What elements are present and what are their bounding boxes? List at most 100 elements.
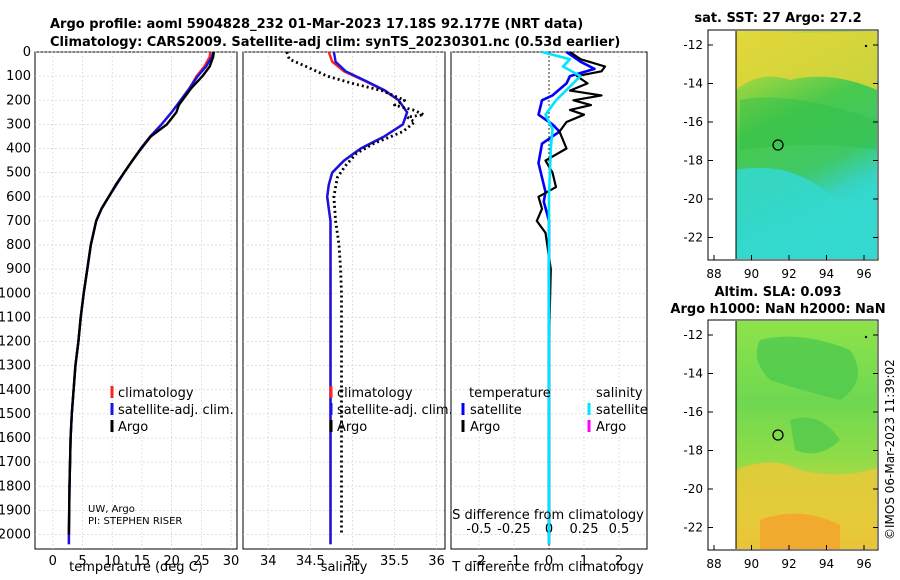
depth-tick-label: 200	[6, 93, 31, 108]
sst-map-title: sat. SST: 27 Argo: 27.2	[694, 11, 861, 26]
salinity-xlabel: salinity	[321, 560, 368, 575]
series-temperature-argo	[535, 51, 607, 535]
series-argo	[285, 51, 426, 535]
map-y-label: -14	[683, 77, 703, 91]
salinity-lines	[285, 51, 426, 545]
s-tick-label: 0.5	[609, 522, 630, 537]
difference-legend: temperature salinity satellite Argo sate…	[461, 386, 648, 435]
temperature-axes-frame	[34, 51, 238, 550]
x-tick-label: 20	[163, 554, 180, 569]
credit-line-2: PI: STEPHEN RISER	[88, 516, 182, 527]
map-y-label: -12	[683, 328, 703, 342]
float-location-marker	[772, 139, 784, 151]
x-tick-label: 0	[49, 554, 57, 569]
sst-map: sat. SST: 27 Argo: 27.2 -12-14-16-18-20-…	[683, 11, 879, 281]
salinity-grid	[243, 51, 445, 549]
depth-tick-label: 1700	[0, 455, 31, 470]
imos-watermark: ©IMOS 06-Mar-2023 11:39:02	[883, 359, 897, 540]
x-tick-label: 25	[193, 554, 210, 569]
depth-tick-label: 1400	[0, 383, 31, 398]
map-x-label: 88	[706, 267, 721, 281]
float-location-marker-sla	[772, 429, 784, 441]
x-tick-label: 1	[580, 554, 588, 569]
depth-tick-label: 1500	[0, 407, 31, 422]
depth-tick-label: 500	[6, 166, 31, 181]
title-line-1: Argo profile: aoml 5904828_232 01-Mar-20…	[50, 17, 583, 32]
x-tick-label: 34.5	[296, 554, 325, 569]
depth-tick-label: 900	[6, 262, 31, 277]
depth-tick-label: 800	[6, 238, 31, 253]
depth-tick-label: 100	[6, 69, 31, 84]
legend-label-argo: Argo	[118, 420, 148, 435]
legend-label-temperature-argo: Argo	[470, 420, 500, 435]
legend-label-climatology: climatology	[337, 386, 413, 401]
x-tick-label: 30	[223, 554, 240, 569]
depth-tick-label: 300	[6, 117, 31, 132]
x-tick-label: 36	[428, 554, 445, 569]
depth-tick-label: 2000	[0, 528, 31, 543]
x-tick-label: 35	[344, 554, 361, 569]
depth-tick-label: 1600	[0, 431, 31, 446]
sst-warm-patch	[736, 31, 877, 90]
map-x-label: 88	[706, 557, 721, 571]
map-x-label: 94	[819, 557, 834, 571]
map-x-label: 96	[856, 557, 871, 571]
x-tick-label: 5	[78, 554, 86, 569]
temperature-lines	[67, 51, 215, 545]
depth-tick-label: 400	[6, 142, 31, 157]
sst-cool-patch	[736, 167, 877, 259]
map-x-label: 90	[744, 557, 759, 571]
salinity-tick-labels: 34 34.5 35 35.5 36	[260, 554, 445, 569]
salinity-axes-frame	[242, 51, 446, 550]
x-tick-label: 15	[134, 554, 151, 569]
series-satellite-adj-clim-	[326, 51, 409, 545]
map-y-label: -22	[683, 231, 703, 245]
x-tick-label: -1	[508, 554, 521, 569]
difference-panel: -2 -1 0 1 2 -0.5 -0.25 0 0.25 0.5 S difference f…	[450, 50, 648, 575]
map-x-label: 94	[819, 267, 834, 281]
sst-mid-patch	[740, 97, 877, 150]
depth-tick-label: 1000	[0, 286, 31, 301]
map-y-label: -20	[683, 192, 703, 206]
sla-low-patch-2	[790, 417, 840, 454]
map-y-label: -14	[683, 367, 703, 381]
t-difference-tick-labels: -2 -1 0 1 2	[473, 554, 624, 569]
depth-tick-label: 0	[23, 45, 31, 60]
temperature-panel: 0100200300400500600700800900100011001200…	[0, 45, 239, 575]
map-y-label: -18	[683, 154, 703, 168]
temperature-grid	[35, 51, 237, 549]
s-tick-label: -0.5	[466, 522, 491, 537]
series-salinity-satellite	[541, 50, 582, 545]
x-tick-label: -2	[473, 554, 486, 569]
depth-tick-labels: 0 100 200 300 400 500 600 700 800 900 1000 1100 1200…	[0, 45, 31, 543]
map-x-label: 96	[856, 267, 871, 281]
sla-map: Altim. SLA: 0.093 Argo h1000: NaN h2000:…	[670, 285, 885, 571]
credit-line-1: UW, Argo	[88, 504, 135, 515]
temperature-legend: climatology satellite-adj. clim. Argo	[110, 386, 234, 435]
depth-tick-label: 600	[6, 190, 31, 205]
map-x-label: 90	[744, 267, 759, 281]
x-tick-label: 34	[260, 554, 277, 569]
map-y-label: -16	[683, 115, 703, 129]
sla-high-core	[760, 513, 840, 549]
depth-tick-label: 700	[6, 214, 31, 229]
depth-tick-label: 1100	[0, 310, 31, 325]
legend-label-climatology: climatology	[118, 386, 194, 401]
map-x-label: 92	[781, 557, 796, 571]
salinity-panel: 34 34.5 35 35.5 36 salinity climatology sate…	[242, 51, 453, 575]
sst-map-ticks: -12 -14 -16 -18 -20 -22 88 90 92 94 96	[683, 38, 878, 281]
temperature-tick-labels: 0 5 10 15 20 25 30	[49, 554, 240, 569]
t-difference-xlabel: T difference from climatology	[451, 560, 644, 575]
map-y-label: -18	[683, 444, 703, 458]
legend-label-salinity-argo: Argo	[596, 420, 626, 435]
x-tick-label: 0	[545, 554, 553, 569]
sla-dot	[864, 335, 868, 339]
depth-tick-label: 1800	[0, 479, 31, 494]
legend-label-satellite: satellite-adj. clim.	[118, 403, 234, 418]
difference-lines	[535, 50, 607, 545]
temperature-xlabel: temperature (deg C)	[69, 560, 203, 575]
x-tick-label: 10	[104, 554, 121, 569]
depth-tick-label: 1900	[0, 503, 31, 518]
s-difference-label: S difference from climatology	[452, 508, 644, 523]
